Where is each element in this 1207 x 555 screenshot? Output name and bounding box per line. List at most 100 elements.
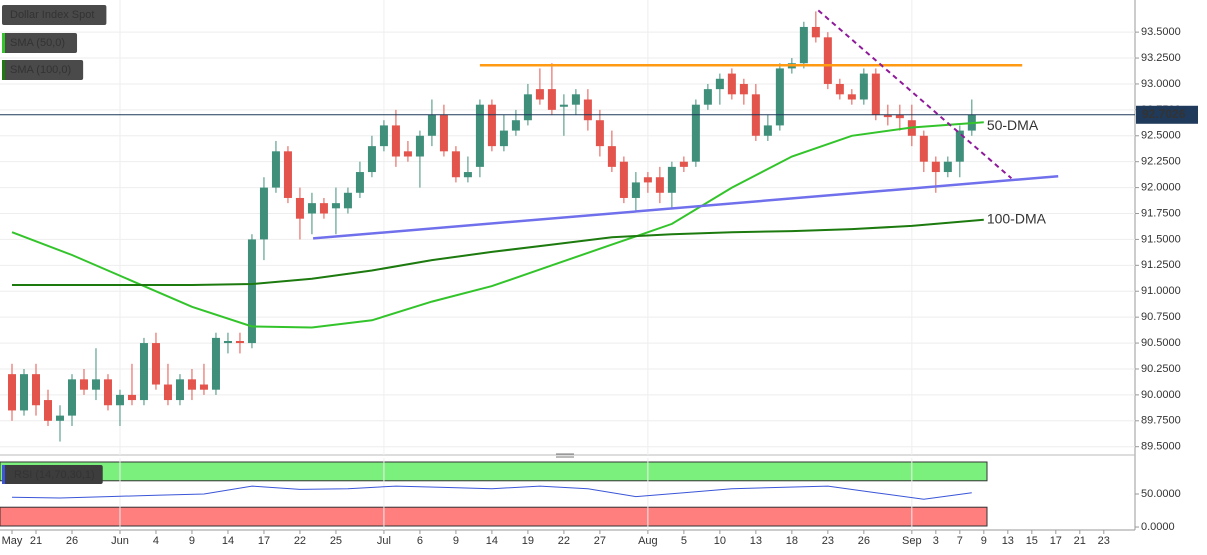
candle-body <box>379 125 388 147</box>
legend-sma-box <box>2 33 78 53</box>
candle <box>871 68 880 121</box>
candle <box>199 363 208 395</box>
rsi-title-box <box>2 465 103 484</box>
candle-body <box>583 99 592 121</box>
candle <box>355 161 364 198</box>
x-tick-label: 22 <box>558 535 570 547</box>
y-tick-label: 90.0000 <box>1141 389 1181 401</box>
candle <box>235 332 244 354</box>
rsi-title-swatch <box>2 465 5 484</box>
candle-body <box>595 120 604 147</box>
x-tick-label: Sep <box>902 535 922 547</box>
candle <box>487 99 496 152</box>
candle-body <box>607 146 616 167</box>
candle-body <box>811 26 820 38</box>
candle <box>439 104 448 157</box>
candle-body <box>463 172 472 178</box>
candle-body <box>739 83 748 95</box>
sma-label: 50-DMA <box>987 117 1039 133</box>
candle-body <box>19 374 28 411</box>
candle <box>667 161 676 209</box>
y-tick-label: 91.0000 <box>1141 285 1181 297</box>
candle <box>415 130 424 188</box>
x-tick-label: 25 <box>330 535 342 547</box>
y-tick-label: 91.2500 <box>1141 259 1181 271</box>
candle-body <box>67 379 76 416</box>
x-tick-label: 13 <box>1002 535 1014 547</box>
candle-body <box>211 337 220 390</box>
x-tick-label: 9 <box>189 535 195 547</box>
x-tick-label: 23 <box>1098 535 1110 547</box>
y-tick-label: 89.5000 <box>1141 441 1181 453</box>
rsi-line <box>11 485 972 500</box>
candle <box>739 78 748 105</box>
candle-body <box>139 343 148 401</box>
overbought-zone <box>0 461 988 482</box>
candle <box>43 389 52 426</box>
candle <box>175 374 184 406</box>
candle-body <box>91 379 100 390</box>
oversold-zone <box>0 506 988 527</box>
candle-body <box>691 104 700 162</box>
x-tick-label: Aug <box>638 535 658 547</box>
candle-body <box>619 161 628 198</box>
candle-body <box>403 151 412 157</box>
x-tick-label: 21 <box>30 535 42 547</box>
candle-body <box>43 400 52 421</box>
candle-body <box>499 130 508 147</box>
resize-handle[interactable] <box>556 453 574 458</box>
candle <box>187 368 196 401</box>
candle-body <box>799 26 808 64</box>
candle <box>895 104 904 131</box>
y-tick-label: 91.5000 <box>1141 233 1181 245</box>
candle <box>811 11 820 43</box>
candle <box>91 348 100 401</box>
candle <box>451 146 460 183</box>
candle-body <box>235 340 244 344</box>
candle <box>319 197 328 219</box>
candle-body <box>415 135 424 157</box>
candle-body <box>847 94 856 100</box>
x-tick-label: 3 <box>933 535 939 547</box>
x-tick-label: 6 <box>417 535 423 547</box>
x-tick-label: 17 <box>1050 535 1062 547</box>
candle <box>211 332 220 395</box>
candle <box>859 68 868 105</box>
candle-body <box>55 415 64 421</box>
y-tick-label: 92.2500 <box>1141 156 1181 168</box>
x-tick-label: 18 <box>786 535 798 547</box>
sma-line <box>12 218 984 286</box>
candle-body <box>679 161 688 167</box>
candle <box>523 83 532 126</box>
candle <box>19 368 28 416</box>
x-tick-label: Jul <box>377 535 391 547</box>
last-price-label: 92.7026 <box>1142 107 1186 121</box>
y-tick-label: 90.5000 <box>1141 337 1181 349</box>
candle <box>151 332 160 390</box>
candle-body <box>655 177 664 193</box>
y-tick-label: 93.0000 <box>1141 78 1181 90</box>
x-tick-label: 14 <box>486 535 498 547</box>
legend-sma-box <box>2 60 84 80</box>
x-tick-label: 5 <box>681 535 687 547</box>
candle-body <box>115 394 124 406</box>
y-tick-label: 91.7500 <box>1141 207 1181 219</box>
candle-body <box>487 104 496 147</box>
trend-line <box>817 9 1013 180</box>
x-tick-label: 10 <box>714 535 726 547</box>
candle-body <box>127 394 136 401</box>
candle <box>247 234 256 349</box>
x-tick-label: 19 <box>522 535 534 547</box>
candle-body <box>31 374 40 406</box>
candle <box>511 109 520 136</box>
candle <box>31 363 40 416</box>
legend-title-box <box>2 5 107 25</box>
candle-body <box>343 192 352 209</box>
sma-label: 100-DMA <box>987 210 1047 226</box>
candle-body <box>511 120 520 131</box>
candle-body <box>175 379 184 401</box>
candle-body <box>163 384 172 401</box>
candle-body <box>259 187 268 240</box>
candle <box>115 389 124 426</box>
